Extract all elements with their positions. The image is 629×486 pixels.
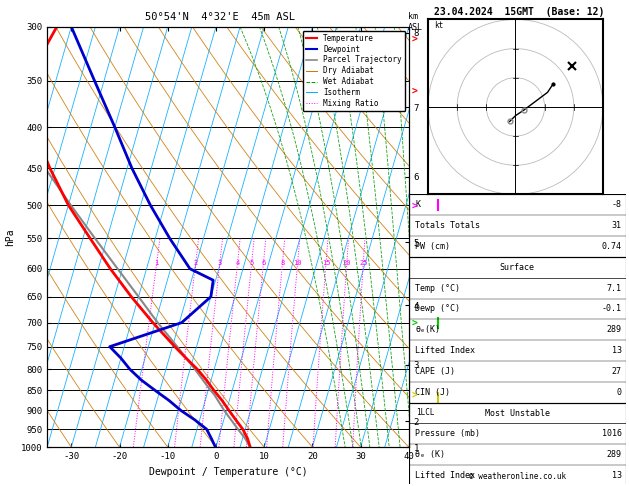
- Text: 13: 13: [611, 471, 621, 480]
- Text: -0.1: -0.1: [601, 304, 621, 313]
- Text: Pressure (mb): Pressure (mb): [415, 429, 481, 438]
- Text: 27: 27: [611, 367, 621, 376]
- Text: PW (cm): PW (cm): [415, 242, 450, 251]
- Text: Surface: Surface: [500, 263, 535, 272]
- Text: kt: kt: [434, 21, 443, 30]
- Text: 6: 6: [261, 260, 265, 266]
- Text: 5: 5: [250, 260, 253, 266]
- Text: 31: 31: [611, 221, 621, 230]
- Text: 3: 3: [218, 260, 222, 266]
- X-axis label: Dewpoint / Temperature (°C): Dewpoint / Temperature (°C): [148, 467, 308, 477]
- Text: 13: 13: [611, 346, 621, 355]
- Text: 1: 1: [155, 260, 159, 266]
- Text: 4: 4: [235, 260, 240, 266]
- Text: Lifted Index: Lifted Index: [415, 471, 476, 480]
- Text: Temp (°C): Temp (°C): [415, 284, 460, 293]
- Text: 25: 25: [359, 260, 367, 266]
- Text: >: >: [412, 86, 418, 95]
- Text: © weatheronline.co.uk: © weatheronline.co.uk: [469, 472, 566, 481]
- Text: 0: 0: [616, 388, 621, 397]
- Text: 1016: 1016: [601, 429, 621, 438]
- Text: >: >: [412, 33, 418, 43]
- Text: >: >: [412, 389, 418, 399]
- Text: CAPE (J): CAPE (J): [415, 367, 455, 376]
- Text: Most Unstable: Most Unstable: [485, 409, 550, 417]
- Text: >: >: [412, 317, 418, 328]
- Bar: [409, 402, 626, 486]
- Text: Dewp (°C): Dewp (°C): [415, 304, 460, 313]
- Text: -8: -8: [611, 200, 621, 209]
- Text: 289: 289: [606, 450, 621, 459]
- Text: 50°54'N  4°32'E  45m ASL: 50°54'N 4°32'E 45m ASL: [145, 12, 295, 22]
- Bar: [409, 194, 626, 257]
- Text: θₑ (K): θₑ (K): [415, 450, 445, 459]
- Text: θₑ(K): θₑ(K): [415, 325, 440, 334]
- Text: 7.1: 7.1: [606, 284, 621, 293]
- Text: Lifted Index: Lifted Index: [415, 346, 476, 355]
- Text: 20: 20: [343, 260, 351, 266]
- Text: Totals Totals: Totals Totals: [415, 221, 481, 230]
- Text: 10: 10: [293, 260, 302, 266]
- Text: >: >: [412, 200, 418, 210]
- Text: 1LCL: 1LCL: [416, 408, 435, 417]
- Text: 289: 289: [606, 325, 621, 334]
- Text: K: K: [415, 200, 420, 209]
- Legend: Temperature, Dewpoint, Parcel Trajectory, Dry Adiabat, Wet Adiabat, Isotherm, Mi: Temperature, Dewpoint, Parcel Trajectory…: [303, 31, 405, 111]
- Bar: [409, 257, 626, 402]
- Text: 2: 2: [194, 260, 198, 266]
- Text: 8: 8: [281, 260, 284, 266]
- Text: 15: 15: [322, 260, 330, 266]
- Text: 23.04.2024  15GMT  (Base: 12): 23.04.2024 15GMT (Base: 12): [434, 7, 604, 17]
- Text: 0.74: 0.74: [601, 242, 621, 251]
- Y-axis label: hPa: hPa: [5, 228, 15, 246]
- Text: CIN (J): CIN (J): [415, 388, 450, 397]
- Text: km
ASL: km ASL: [408, 12, 423, 32]
